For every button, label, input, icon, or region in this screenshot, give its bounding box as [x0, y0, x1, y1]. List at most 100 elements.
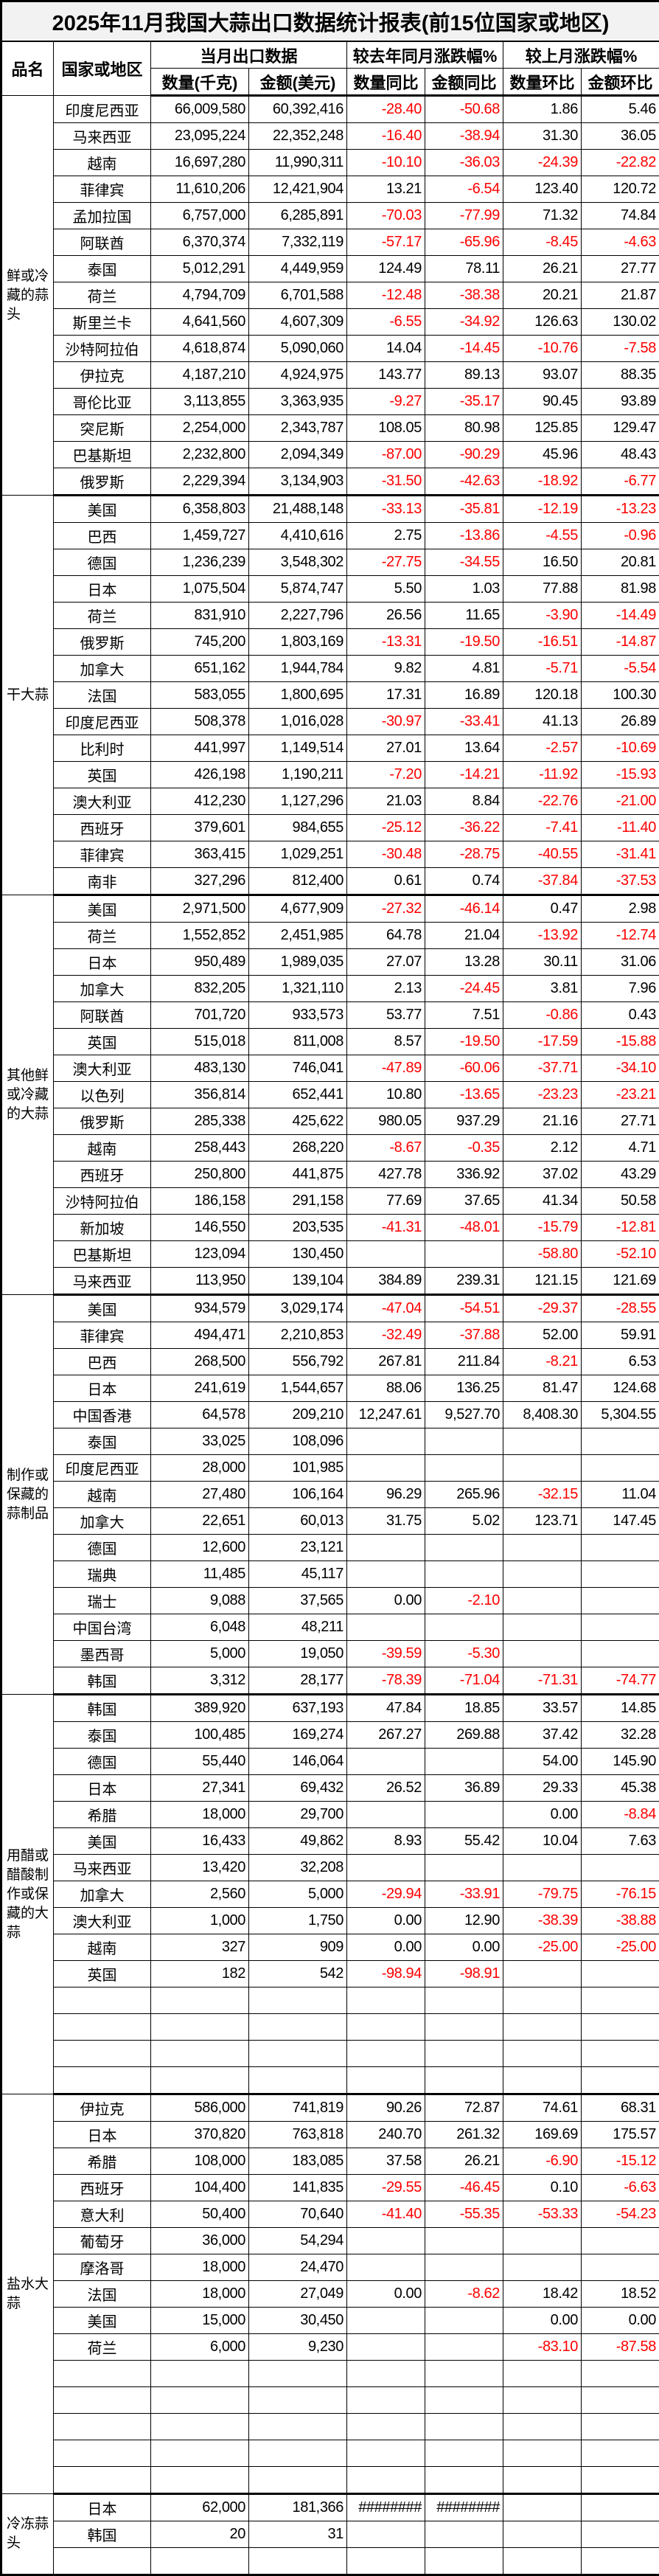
cell-amount: 909	[249, 1934, 347, 1961]
cell-yoy-amount: 12.90	[425, 1908, 503, 1934]
cell-mom-qty: 90.45	[503, 389, 582, 415]
cell-mom-qty: -71.31	[503, 1667, 582, 1695]
cell-qty: 16,697,280	[151, 150, 249, 176]
cell-yoy-amount: 21.04	[425, 923, 503, 949]
cell-yoy-amount	[425, 2254, 503, 2281]
cell-yoy-amount	[425, 1614, 503, 1641]
cell-yoy-qty: -29.94	[347, 1881, 425, 1908]
cell-yoy-qty: -10.10	[347, 150, 425, 176]
cell-country: 印度尼西亚	[54, 96, 151, 123]
cell-amount: 48,211	[249, 1614, 347, 1641]
cell-yoy-amount	[425, 2361, 503, 2387]
cell-mom-qty: 37.42	[503, 1722, 582, 1749]
cell-yoy-amount: -98.91	[425, 1961, 503, 1987]
cell-yoy-amount	[425, 2387, 503, 2414]
cell-country: 巴西	[54, 523, 151, 549]
cell-mom-amount: 26.89	[582, 709, 659, 735]
cell-amount: 2,227,796	[249, 603, 347, 629]
cell-mom-qty: -5.71	[503, 656, 582, 682]
cell-qty: 379,601	[151, 815, 249, 841]
cell-amount	[249, 2467, 347, 2494]
cell-country: 中国台湾	[54, 1614, 151, 1641]
cell-qty: 389,920	[151, 1695, 249, 1722]
cell-yoy-qty	[347, 1561, 425, 1588]
cell-amount: 4,607,309	[249, 309, 347, 336]
cell-qty: 62,000	[151, 2494, 249, 2521]
cell-yoy-amount: 72.87	[425, 2094, 503, 2122]
cell-qty	[151, 2387, 249, 2414]
cell-mom-amount: -37.53	[582, 868, 659, 895]
cell-qty: 12,600	[151, 1535, 249, 1561]
cell-country: 中国香港	[54, 1402, 151, 1428]
cell-amount: 933,573	[249, 1002, 347, 1029]
cell-mom-qty: 77.88	[503, 576, 582, 603]
cell-mom-qty: -8.21	[503, 1349, 582, 1375]
cell-mom-qty	[503, 2521, 582, 2548]
cell-yoy-qty: 240.70	[347, 2122, 425, 2148]
cell-mom-amount	[582, 2494, 659, 2521]
cell-yoy-amount: -48.01	[425, 1215, 503, 1241]
cell-mom-qty: -23.23	[503, 1082, 582, 1108]
cell-amount	[249, 2414, 347, 2440]
cell-mom-qty: -37.84	[503, 868, 582, 895]
cell-mom-amount: 5.46	[582, 96, 659, 123]
cell-qty: 18,000	[151, 2281, 249, 2308]
cell-country: 比利时	[54, 735, 151, 762]
cell-mom-amount: 130.02	[582, 309, 659, 336]
table-row	[1, 2067, 659, 2094]
cell-yoy-amount: 16.89	[425, 682, 503, 709]
header-amount: 金额(美元)	[249, 69, 347, 96]
cell-mom-qty: -37.71	[503, 1055, 582, 1082]
cell-mom-qty	[503, 2548, 582, 2575]
cell-mom-qty: -25.00	[503, 1934, 582, 1961]
cell-mom-amount	[582, 1641, 659, 1667]
cell-amount: 139,104	[249, 1268, 347, 1295]
cell-amount: 1,127,296	[249, 788, 347, 815]
cell-country: 韩国	[54, 1695, 151, 1722]
cell-yoy-amount: 36.89	[425, 1775, 503, 1802]
cell-mom-amount: 88.35	[582, 362, 659, 389]
table-row	[1, 2361, 659, 2387]
cell-mom-qty	[503, 1614, 582, 1641]
cell-qty: 586,000	[151, 2094, 249, 2122]
cell-mom-amount: 20.81	[582, 549, 659, 576]
cell-qty	[151, 2041, 249, 2067]
cell-yoy-qty	[347, 1802, 425, 1828]
cell-qty: 33,025	[151, 1428, 249, 1455]
cell-qty: 50,400	[151, 2201, 249, 2228]
cell-yoy-amount: -36.22	[425, 815, 503, 841]
cell-yoy-amount: -34.55	[425, 549, 503, 576]
cell-amount: 984,655	[249, 815, 347, 841]
cell-country: 美国	[54, 1295, 151, 1322]
cell-yoy-amount: 0.00	[425, 1934, 503, 1961]
cell-mom-amount: 36.05	[582, 123, 659, 150]
cell-mom-qty	[503, 2228, 582, 2254]
cell-mom-amount: 48.43	[582, 442, 659, 468]
cell-yoy-amount: 9,527.70	[425, 1402, 503, 1428]
cell-amount: 1,029,251	[249, 841, 347, 868]
cell-qty: 5,000	[151, 1641, 249, 1667]
cell-mom-amount: -76.15	[582, 1881, 659, 1908]
cell-mom-amount: -8.84	[582, 1802, 659, 1828]
cell-mom-amount	[582, 2041, 659, 2067]
cell-yoy-qty: -30.97	[347, 709, 425, 735]
cell-country: 南非	[54, 868, 151, 895]
cell-qty: 2,232,800	[151, 442, 249, 468]
cell-yoy-amount	[425, 2041, 503, 2067]
cell-yoy-qty	[347, 2467, 425, 2494]
header-qty: 数量(千克)	[151, 69, 249, 96]
cell-yoy-amount: -38.38	[425, 282, 503, 309]
cell-country: 意大利	[54, 2201, 151, 2228]
cell-amount: 23,121	[249, 1535, 347, 1561]
cell-qty: 515,018	[151, 1029, 249, 1055]
cell-amount: 812,400	[249, 868, 347, 895]
cell-mom-amount: 74.84	[582, 203, 659, 229]
report-title: 2025年11月我国大蒜出口数据统计报表(前15位国家或地区)	[1, 1, 659, 42]
cell-amount: 29,700	[249, 1802, 347, 1828]
